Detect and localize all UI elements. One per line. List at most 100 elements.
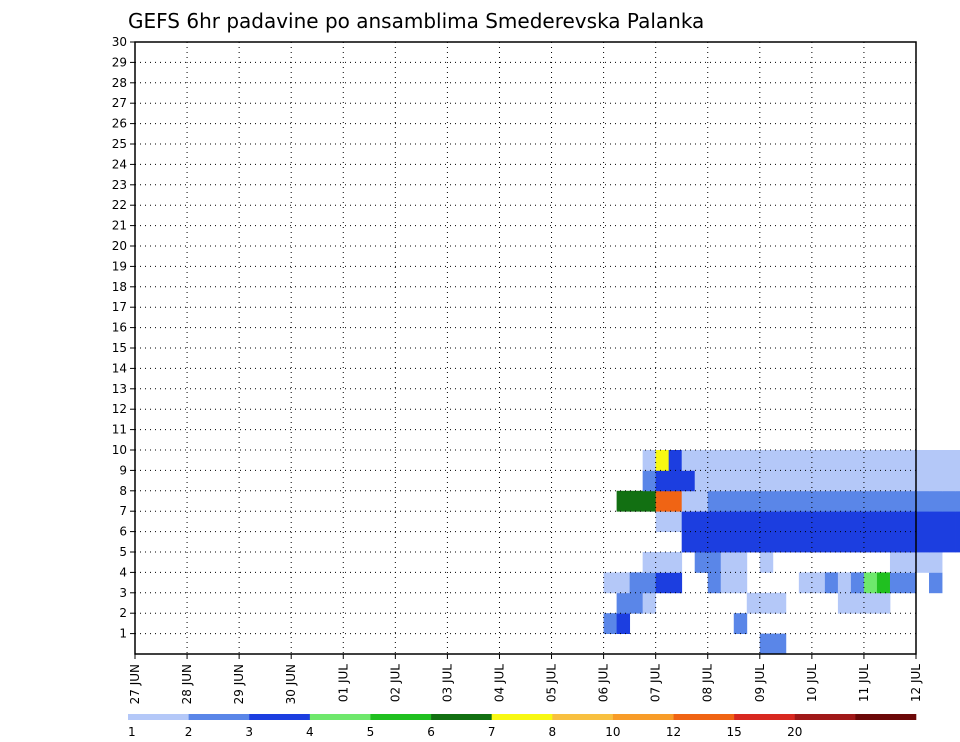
- colorbar-label: 12: [666, 725, 681, 739]
- x-tick-label: 07 JUL: [649, 664, 663, 702]
- y-tick-label: 19: [112, 259, 127, 273]
- y-tick-label: 15: [112, 341, 127, 355]
- x-tick-label: 04 JUL: [492, 664, 506, 702]
- x-tick-label: 10 JUL: [805, 664, 819, 702]
- y-tick-label: 18: [112, 280, 127, 294]
- heatmap-cell: [746, 511, 761, 532]
- colorbar-label: 15: [727, 725, 742, 739]
- heatmap-cell: [746, 592, 761, 614]
- heatmap-cell: [889, 531, 904, 553]
- heatmap-cell: [811, 450, 826, 471]
- x-tick-label: 08 JUL: [701, 664, 715, 702]
- y-tick-label: 1: [119, 627, 127, 641]
- heatmap-cell: [707, 572, 722, 594]
- heatmap-cell: [642, 490, 657, 512]
- heatmap-cell: [837, 531, 852, 553]
- y-tick-label: 23: [112, 178, 127, 192]
- heatmap-cell: [889, 552, 904, 573]
- heatmap-cell: [720, 470, 735, 492]
- heatmap-cell: [902, 450, 917, 471]
- heatmap-cell: [876, 511, 891, 532]
- heatmap-cell: [929, 572, 943, 594]
- heatmap-cell: [681, 511, 696, 532]
- heatmap-cell: [759, 552, 774, 573]
- heatmap-cell: [733, 490, 748, 512]
- y-tick-label: 12: [112, 402, 127, 416]
- colorbar-label: 4: [306, 725, 314, 739]
- heatmap-cell: [759, 592, 774, 614]
- heatmap-cell: [955, 470, 960, 492]
- y-axis-ticks: 1234567891011121314151617181920212223242…: [112, 35, 135, 641]
- heatmap-cell: [902, 531, 917, 553]
- colorbar-label: 2: [185, 725, 193, 739]
- heatmap-cell: [889, 450, 904, 471]
- y-tick-label: 25: [112, 137, 127, 151]
- heatmap-cell: [668, 511, 683, 532]
- colorbar-label: 1: [128, 725, 136, 739]
- heatmap-cell: [876, 531, 891, 553]
- heatmap-cell: [655, 450, 670, 471]
- heatmap-cell: [785, 450, 800, 471]
- colorbar-segment: [370, 714, 432, 720]
- colorbar-segment: [431, 714, 492, 720]
- heatmap-cell: [863, 531, 878, 553]
- heatmap-cell: [720, 450, 735, 471]
- x-tick-label: 02 JUL: [388, 664, 402, 702]
- heatmap-cell: [929, 450, 943, 471]
- heatmap-cell: [642, 450, 657, 471]
- heatmap-cell: [616, 592, 631, 614]
- heatmap-cell: [929, 490, 943, 512]
- heatmap-cell: [668, 450, 683, 471]
- heatmap-cell: [668, 572, 683, 594]
- heatmap-cell: [955, 490, 960, 512]
- heatmap-cell: [720, 552, 735, 573]
- heatmap-cell: [707, 450, 722, 471]
- x-tick-label: 11 JUL: [857, 664, 871, 702]
- heatmap-cell: [811, 490, 826, 512]
- y-tick-label: 3: [119, 586, 127, 600]
- heatmap-cell: [616, 572, 631, 594]
- colorbar-segment: [249, 714, 311, 720]
- heatmap-cell: [902, 470, 917, 492]
- heatmap-cell: [798, 470, 813, 492]
- heatmap-cell: [603, 613, 618, 634]
- heatmap-cell: [759, 450, 774, 471]
- heatmap-cells: [603, 450, 960, 655]
- heatmap-cell: [694, 531, 709, 553]
- heatmap-cell: [772, 592, 787, 614]
- heatmap-cell: [798, 572, 813, 594]
- heatmap-cell: [916, 490, 930, 512]
- heatmap-cell: [707, 511, 722, 532]
- heatmap-cell: [863, 592, 878, 614]
- heatmap-cell: [837, 470, 852, 492]
- y-tick-label: 16: [112, 321, 127, 335]
- heatmap-cell: [955, 531, 960, 553]
- colorbar-segment: [491, 714, 553, 720]
- heatmap-cell: [837, 511, 852, 532]
- heatmap-cell: [929, 531, 943, 553]
- x-tick-label: 06 JUL: [597, 664, 611, 702]
- colorbar-segment: [855, 714, 917, 720]
- x-tick-label: 09 JUL: [753, 664, 767, 702]
- y-tick-label: 2: [119, 606, 127, 620]
- heatmap-cell: [837, 592, 852, 614]
- y-tick-label: 11: [112, 423, 127, 437]
- heatmap-cell: [798, 511, 813, 532]
- colorbar-segment: [612, 714, 674, 720]
- heatmap-cell: [785, 470, 800, 492]
- heatmap-cell: [902, 490, 917, 512]
- heatmap-cell: [694, 450, 709, 471]
- heatmap-cell: [824, 450, 839, 471]
- colorbar-label: 3: [245, 725, 253, 739]
- heatmap-cell: [929, 511, 943, 532]
- heatmap-cell: [759, 633, 774, 655]
- y-tick-label: 29: [112, 55, 127, 69]
- heatmap-cell: [942, 531, 956, 553]
- heatmap-cell: [642, 572, 657, 594]
- heatmap-cell: [916, 450, 930, 471]
- heatmap-cell: [720, 531, 735, 553]
- heatmap-cell: [629, 490, 644, 512]
- colorbar-label: 5: [367, 725, 375, 739]
- y-tick-label: 30: [112, 35, 127, 49]
